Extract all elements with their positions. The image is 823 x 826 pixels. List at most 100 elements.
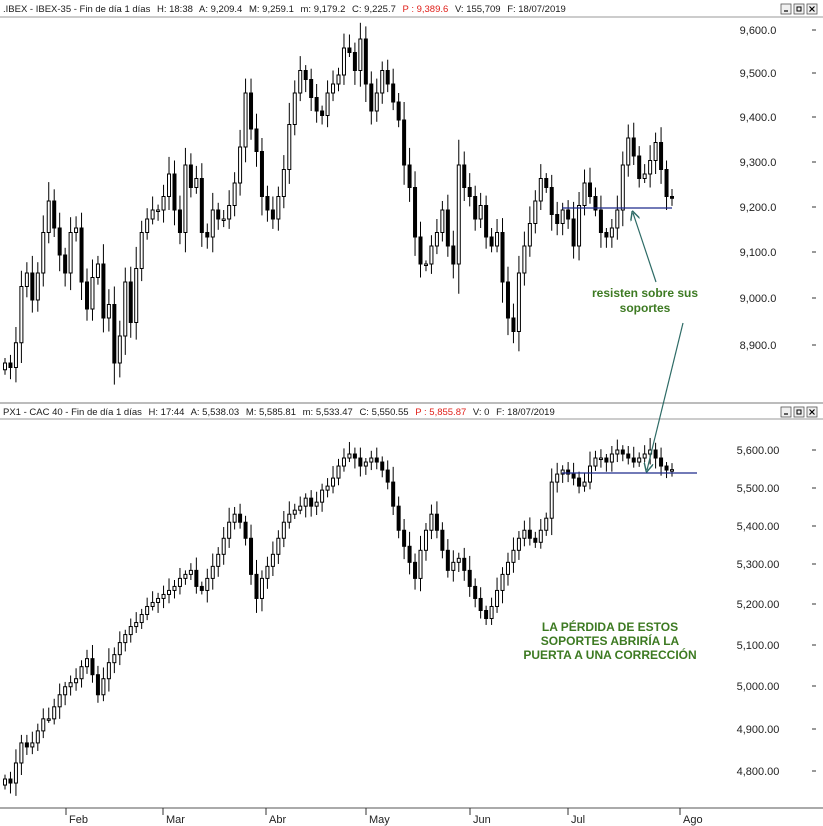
candle-body xyxy=(385,469,390,483)
candle-body xyxy=(336,465,341,479)
candle-body xyxy=(478,597,483,612)
candle-body xyxy=(161,196,166,211)
candle-body xyxy=(30,742,35,748)
y-tick-label: 9,100.0 xyxy=(740,247,777,259)
panel1-y-axis: 9,600.0 9,500.0 9,400.0 9,300.0 9,200.0 9,100… xyxy=(740,25,816,352)
panel1-header-text: .IBEX - IBEX-35 - Fin de día 1 días H: 1… xyxy=(3,4,566,15)
candle-body xyxy=(533,537,538,543)
candle-body xyxy=(30,272,35,301)
candle-body xyxy=(555,473,560,483)
restore-button[interactable] xyxy=(793,3,805,15)
candle-body xyxy=(85,658,90,668)
candle-body xyxy=(68,232,73,274)
candle-body xyxy=(150,601,155,607)
candle-body xyxy=(396,101,401,121)
close-button[interactable] xyxy=(806,3,818,15)
candle-body xyxy=(407,164,412,188)
candle-body xyxy=(259,577,264,599)
candle-body xyxy=(582,481,587,487)
candle-body xyxy=(134,268,139,323)
candle-body xyxy=(516,537,521,551)
candle-body xyxy=(117,335,122,364)
candle-body xyxy=(309,497,314,507)
candle-body xyxy=(249,92,254,130)
candle-body xyxy=(320,110,325,116)
candle-body xyxy=(13,342,18,368)
candle-body xyxy=(194,178,199,188)
candle-body xyxy=(440,209,445,233)
candle-body xyxy=(336,74,341,85)
x-tick-label: Ago xyxy=(683,814,703,826)
candle-body xyxy=(90,277,95,310)
restore-button[interactable] xyxy=(793,406,805,418)
candle-body xyxy=(445,209,450,247)
panel2-header: PX1 - CAC 40 - Fin de día 1 días H: 17:4… xyxy=(0,406,823,420)
candle-body xyxy=(631,137,636,157)
x-tick-label: Feb xyxy=(69,814,88,826)
candle-body xyxy=(52,706,57,720)
y-tick-label: 9,200.0 xyxy=(740,202,777,214)
candle-body xyxy=(429,245,434,265)
candle-body xyxy=(473,585,478,599)
candle-body xyxy=(451,561,456,571)
candle-body xyxy=(604,457,609,463)
candle-body xyxy=(391,481,396,507)
candle-body xyxy=(423,263,428,266)
candle-body xyxy=(626,453,631,459)
candle-body xyxy=(128,626,133,636)
candle-body xyxy=(445,549,450,571)
candle-body xyxy=(281,169,286,197)
candle-body xyxy=(511,549,516,563)
y-tick-label: 9,600.0 xyxy=(740,25,777,37)
candle-body xyxy=(352,52,357,71)
candle-body xyxy=(522,529,527,539)
candle-body xyxy=(254,573,259,599)
annotation-top-line-1: resisten sobre sus xyxy=(592,286,698,300)
candle-body xyxy=(560,209,565,224)
close-button[interactable] xyxy=(806,406,818,418)
candle-body xyxy=(95,263,100,278)
candle-body xyxy=(363,461,368,467)
y-tick-label: 5,000.00 xyxy=(737,681,780,693)
candle-body xyxy=(434,513,439,531)
candle-body xyxy=(626,137,631,166)
candle-body xyxy=(74,227,79,233)
candle-body xyxy=(177,577,182,587)
candle-body xyxy=(79,227,84,283)
candle-body xyxy=(259,151,264,197)
candle-body xyxy=(402,529,407,547)
minimize-button[interactable] xyxy=(780,406,792,418)
candle-body xyxy=(188,569,193,575)
candle-body xyxy=(648,160,653,175)
x-axis: Feb Mar Abr May Jun Jul Ago xyxy=(65,808,703,826)
candle-body xyxy=(106,662,111,680)
candle-body xyxy=(2,362,8,371)
candle-body xyxy=(57,694,62,708)
candle-body xyxy=(167,173,172,197)
candle-body xyxy=(325,485,330,491)
candle-body xyxy=(13,762,18,784)
candle-body xyxy=(374,92,379,112)
candle-body xyxy=(238,513,243,523)
candle-body xyxy=(473,196,478,220)
candle-body xyxy=(571,218,576,247)
candle-body xyxy=(101,678,106,696)
candle-body xyxy=(495,232,500,247)
candle-body xyxy=(331,477,336,487)
candle-body xyxy=(642,453,647,459)
y-tick-label: 9,400.0 xyxy=(740,112,777,124)
candle-body xyxy=(270,209,275,220)
x-tick-label: May xyxy=(369,814,390,826)
candle-body xyxy=(593,196,598,211)
candle-body xyxy=(35,272,40,301)
candle-body xyxy=(456,557,461,563)
candle-body xyxy=(593,457,598,467)
candle-body xyxy=(128,281,133,323)
candle-body xyxy=(227,205,232,220)
minimize-button[interactable] xyxy=(780,3,792,15)
candle-body xyxy=(52,200,57,229)
candle-body xyxy=(276,196,281,220)
candle-body xyxy=(303,497,308,507)
candle-body xyxy=(467,569,472,587)
candle-body xyxy=(243,92,248,148)
